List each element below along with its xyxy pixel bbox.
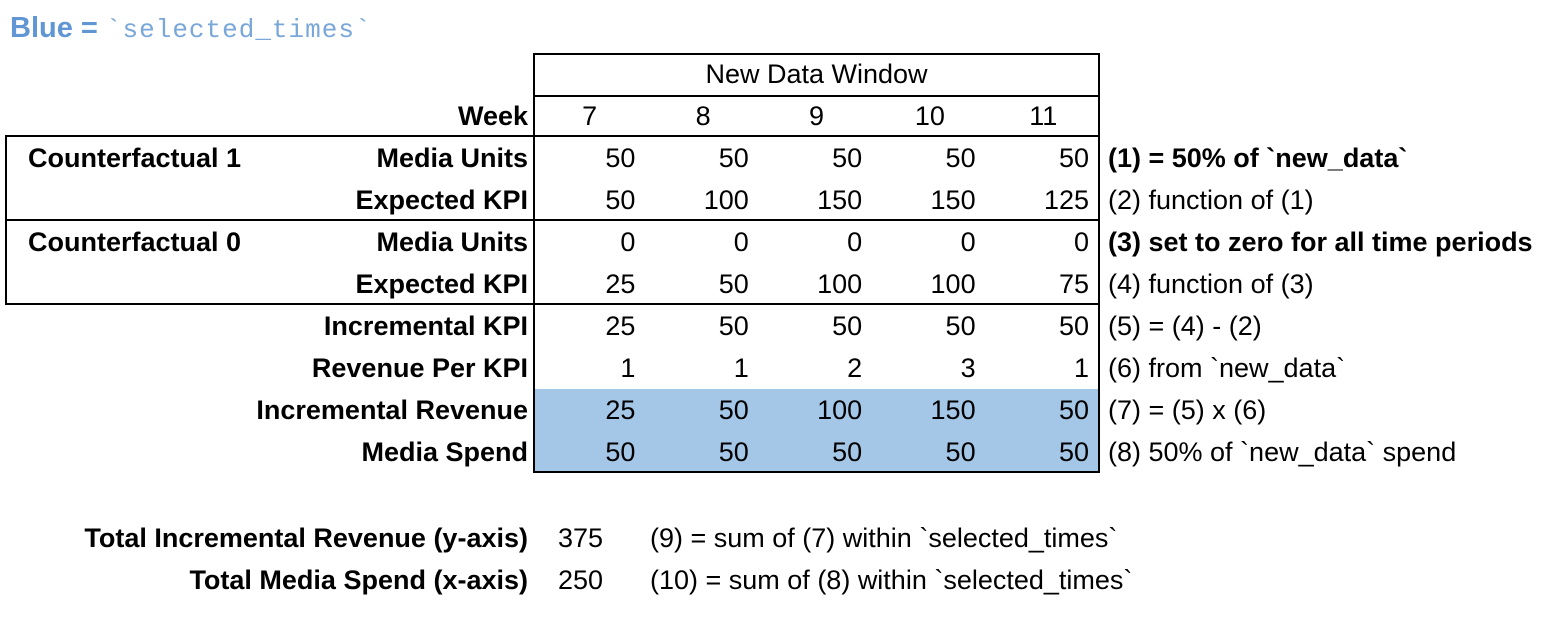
week-header-cell: 8 [695, 101, 711, 131]
data-window-header: New Data Window [705, 59, 928, 89]
row-annotation: (1) = 50% of `new_data` [1108, 143, 1408, 173]
table-cell: 50 [832, 311, 863, 341]
table-cell: 50 [605, 185, 636, 215]
table-cell: 50 [718, 269, 749, 299]
row-annotation: (8) 50% of `new_data` spend [1108, 437, 1457, 467]
total-incremental-revenue-label: Total Incremental Revenue (y-axis) [84, 523, 528, 553]
total-media-spend-label: Total Media Spend (x-axis) [189, 565, 528, 595]
total-media-spend-value: 250 [557, 565, 603, 595]
table-cell: 0 [733, 227, 749, 257]
row-label: Incremental KPI [323, 311, 528, 341]
table-row: 25 50 100 100 75 [533, 263, 1100, 305]
row-label: Media Spend [361, 437, 528, 467]
table-cell: 0 [847, 227, 863, 257]
total-incremental-revenue-value: 375 [557, 523, 603, 553]
group-label-counterfactual-0: Counterfactual 0 [28, 227, 242, 257]
week-header-cell: 10 [914, 101, 945, 131]
week-header-row: 7 8 9 10 11 [533, 95, 1100, 137]
row-annotation: (7) = (5) x (6) [1108, 395, 1267, 425]
rule-below-window-header [533, 95, 1100, 97]
table-cell: 25 [605, 311, 636, 341]
total-incremental-revenue-annotation: (9) = sum of (7) within `selected_times` [650, 523, 1118, 553]
row-annotation: (2) function of (1) [1108, 185, 1314, 215]
table-row-highlighted: 50 50 50 50 50 [533, 431, 1100, 473]
table-cell: 125 [1043, 185, 1089, 215]
table-row: 1 1 2 3 1 [533, 347, 1100, 389]
week-header-cell: 11 [1029, 101, 1058, 131]
total-media-spend-annotation: (10) = sum of (8) within `selected_times… [650, 565, 1133, 595]
table-cell: 150 [930, 395, 976, 425]
row-annotation: (6) from `new_data` [1108, 353, 1346, 383]
table-cell: 50 [718, 143, 749, 173]
group-label-counterfactual-1: Counterfactual 1 [28, 143, 242, 173]
table-row-highlighted: 25 50 100 150 50 [533, 389, 1100, 431]
row-label: Media Units [376, 227, 528, 257]
table-cell: 1 [1073, 353, 1089, 383]
table-cell: 50 [832, 143, 863, 173]
table-cell: 0 [960, 227, 976, 257]
rule-below-counterfactual-0 [533, 303, 1100, 305]
table-cell: 50 [1058, 395, 1089, 425]
table-row: 50 100 150 150 125 [533, 179, 1100, 221]
table-cell: 25 [605, 395, 636, 425]
table-cell: 1 [620, 353, 636, 383]
legend-note: Blue = `selected_times` [10, 8, 372, 53]
row-label: Media Units [376, 143, 528, 173]
table-cell: 50 [718, 311, 749, 341]
table-cell: 0 [1073, 227, 1089, 257]
row-label: Expected KPI [355, 185, 528, 215]
row-annotation: (5) = (4) - (2) [1108, 311, 1262, 341]
row-label: Incremental Revenue [256, 395, 528, 425]
table-cell: 50 [605, 437, 636, 467]
legend-note-code: `selected_times` [105, 15, 372, 45]
table-cell: 100 [817, 395, 863, 425]
row-annotation: (4) function of (3) [1108, 269, 1314, 299]
table-cell: 150 [817, 185, 863, 215]
table-row: 25 50 50 50 50 [533, 305, 1100, 347]
table-cell: 50 [718, 395, 749, 425]
table-cell: 50 [605, 143, 636, 173]
rule-between-counterfactuals [5, 219, 1100, 221]
table-cell: 50 [1058, 143, 1089, 173]
week-row-label: Week [457, 101, 528, 131]
selected-times-highlight [535, 389, 1098, 472]
table-cell: 25 [605, 269, 636, 299]
row-label: Expected KPI [355, 269, 528, 299]
week-header-cell: 9 [808, 101, 824, 131]
row-label: Revenue Per KPI [311, 353, 528, 383]
table-cell: 150 [930, 185, 976, 215]
table-cell: 2 [847, 353, 863, 383]
table-cell: 50 [945, 311, 976, 341]
table-cell: 1 [733, 353, 749, 383]
table-cell: 50 [1058, 437, 1089, 467]
table-cell: 50 [1058, 311, 1089, 341]
legend-note-prefix: Blue = [10, 12, 106, 44]
table-cell: 50 [718, 437, 749, 467]
table-cell: 75 [1058, 269, 1089, 299]
table-cell: 100 [703, 185, 749, 215]
row-annotation: (3) set to zero for all time periods [1108, 227, 1533, 257]
week-header-cell: 7 [582, 101, 598, 131]
table-cell: 100 [817, 269, 863, 299]
table-cell: 0 [620, 227, 636, 257]
table-cell: 50 [945, 143, 976, 173]
table-row: 50 50 50 50 50 [533, 137, 1100, 179]
table-cell: 50 [945, 437, 976, 467]
table-cell: 3 [960, 353, 976, 383]
table-cell: 100 [930, 269, 976, 299]
table-cell: 50 [832, 437, 863, 467]
rule-below-week-row [533, 135, 1100, 137]
table-row: 0 0 0 0 0 [533, 221, 1100, 263]
